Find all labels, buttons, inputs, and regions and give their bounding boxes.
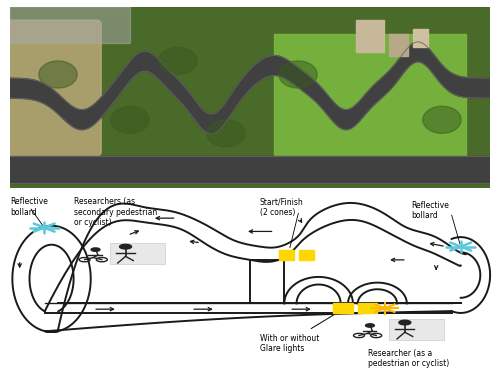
Circle shape — [42, 227, 47, 229]
Circle shape — [120, 244, 132, 249]
Text: Reflective
bollard: Reflective bollard — [10, 197, 48, 217]
Ellipse shape — [279, 61, 317, 88]
Ellipse shape — [159, 47, 197, 74]
Bar — [413, 29, 428, 47]
Ellipse shape — [39, 61, 77, 88]
Bar — [10, 156, 490, 183]
Bar — [389, 34, 408, 57]
Text: Reflective
bollard: Reflective bollard — [412, 201, 450, 221]
Bar — [389, 319, 444, 340]
Circle shape — [399, 320, 411, 325]
Text: Researcher (as a
pedestrian or cyclist): Researcher (as a pedestrian or cyclist) — [368, 349, 449, 368]
Bar — [110, 243, 164, 264]
FancyBboxPatch shape — [5, 20, 101, 156]
Bar — [356, 20, 384, 52]
Circle shape — [380, 307, 389, 310]
Text: With or without
Glare lights: With or without Glare lights — [260, 334, 319, 353]
Bar — [274, 34, 466, 161]
Bar — [299, 250, 314, 260]
Bar — [280, 250, 294, 260]
Ellipse shape — [423, 106, 461, 134]
Ellipse shape — [207, 120, 245, 147]
Bar — [358, 303, 378, 313]
Circle shape — [366, 324, 374, 327]
Circle shape — [91, 248, 100, 251]
Circle shape — [458, 246, 464, 248]
Text: Start/Finish
(2 cones): Start/Finish (2 cones) — [260, 197, 304, 217]
Bar — [334, 303, 353, 313]
Text: Researchers (as
secondary pedestrian
or cyclist): Researchers (as secondary pedestrian or … — [74, 197, 157, 227]
Ellipse shape — [111, 106, 149, 134]
Polygon shape — [10, 42, 490, 134]
Bar — [10, 7, 130, 43]
